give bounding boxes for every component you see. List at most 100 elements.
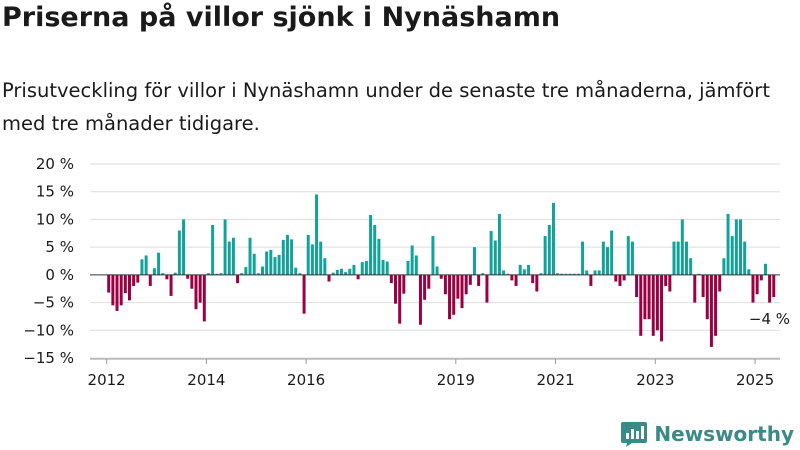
bar [684, 241, 688, 275]
bar [418, 274, 422, 325]
bar [743, 241, 747, 275]
bar [356, 274, 360, 280]
bar [148, 274, 152, 286]
bar [248, 237, 252, 275]
bar [327, 274, 331, 282]
bar [622, 274, 626, 281]
bar [568, 273, 572, 275]
bar [244, 267, 248, 275]
y-tick-label: −5 % [33, 294, 74, 312]
bar [522, 269, 526, 275]
bar [373, 224, 377, 275]
bar [472, 247, 476, 275]
bar [431, 236, 435, 275]
bar [165, 274, 169, 280]
bar [202, 274, 206, 322]
bar [315, 194, 319, 275]
bar [518, 264, 522, 275]
bar [152, 268, 156, 275]
y-tick-label: 10 % [36, 210, 74, 228]
bar [452, 274, 456, 315]
bar [256, 273, 260, 275]
bar [589, 274, 593, 286]
bar [381, 259, 385, 275]
bar [215, 273, 219, 275]
bar [435, 266, 439, 275]
bar [294, 267, 298, 275]
bar [485, 274, 489, 303]
bar [448, 274, 452, 320]
bar [481, 273, 485, 275]
x-tick-label: 2019 [437, 371, 475, 389]
bar [211, 224, 215, 275]
bar [402, 274, 406, 294]
bar [398, 274, 402, 324]
bar [298, 273, 302, 275]
bar [273, 257, 277, 275]
bar [414, 255, 418, 275]
bar [664, 274, 668, 286]
x-tick-label: 2023 [636, 371, 674, 389]
bar [564, 273, 568, 275]
bar [290, 239, 294, 275]
bar [722, 258, 726, 275]
bar [543, 236, 547, 275]
bar [410, 245, 414, 275]
bar [755, 274, 759, 295]
bar [157, 252, 161, 275]
bar [514, 274, 518, 286]
bar [497, 213, 501, 275]
bar [394, 274, 398, 304]
bar [377, 238, 381, 275]
y-tick-label: 15 % [36, 183, 74, 201]
bar [406, 261, 410, 275]
bar [206, 273, 210, 275]
bar [265, 251, 269, 275]
bar [464, 274, 468, 295]
bar [385, 261, 389, 275]
y-tick-label: 0 % [45, 266, 74, 284]
y-tick-label: −15 % [23, 349, 74, 367]
bar [261, 266, 264, 275]
bar [119, 274, 123, 306]
bar [601, 241, 605, 275]
bar [132, 274, 136, 286]
bar [676, 241, 680, 275]
grid-layer [90, 163, 780, 359]
bar [693, 274, 697, 303]
bar [506, 273, 510, 275]
bar [689, 258, 693, 275]
bar [182, 219, 186, 275]
bar [107, 274, 111, 293]
bar [331, 272, 335, 275]
bar [360, 262, 364, 275]
bar [714, 274, 718, 336]
bar [427, 274, 431, 289]
bar [626, 236, 630, 275]
bar [323, 258, 327, 275]
bar [718, 274, 722, 292]
bar [610, 230, 614, 275]
bar [252, 253, 256, 275]
bar [606, 247, 609, 275]
bar [161, 273, 165, 275]
bar [269, 249, 273, 275]
bar [493, 240, 497, 275]
bar [285, 234, 289, 275]
bar [223, 219, 227, 275]
bar [335, 269, 339, 275]
y-tick-label: 5 % [45, 238, 74, 256]
bar [593, 270, 597, 275]
bar [709, 274, 713, 347]
bar [344, 272, 348, 275]
bar [576, 273, 580, 275]
bar [348, 268, 352, 275]
bar [630, 241, 634, 275]
bar-layer [90, 194, 780, 347]
bar [127, 274, 131, 301]
bar [705, 274, 709, 320]
x-tick-label: 2014 [187, 371, 225, 389]
bar [123, 274, 127, 294]
bar [668, 274, 672, 292]
